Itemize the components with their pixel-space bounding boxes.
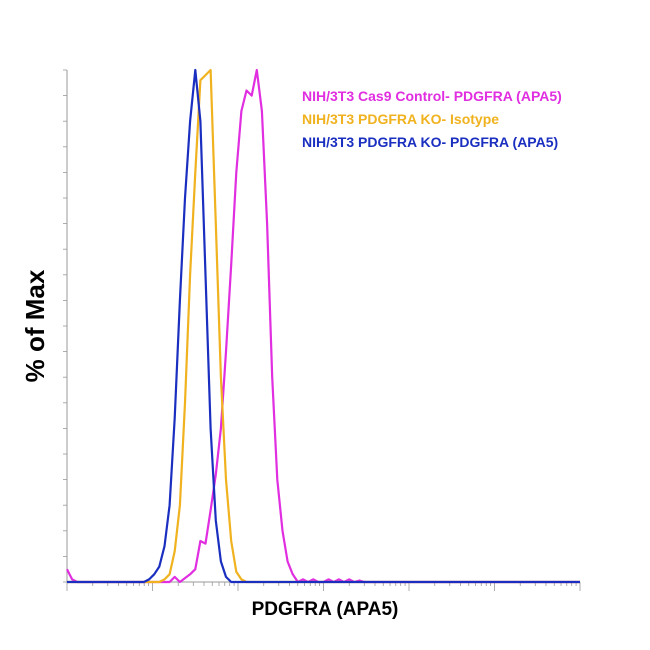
legend-entry-cas9-control: NIH/3T3 Cas9 Control- PDGFRA (APA5) xyxy=(302,88,562,104)
legend: NIH/3T3 Cas9 Control- PDGFRA (APA5) NIH/… xyxy=(302,88,562,150)
series-line-2 xyxy=(67,68,580,584)
plot-lines xyxy=(66,68,580,584)
x-axis-label: PDGFRA (APA5) xyxy=(252,599,399,620)
legend-entry-ko-pdgfra: NIH/3T3 PDGFRA KO- PDGFRA (APA5) xyxy=(302,134,558,150)
y-axis-label: % of Max xyxy=(20,269,50,382)
legend-entry-ko-isotype: NIH/3T3 PDGFRA KO- Isotype xyxy=(302,111,499,127)
